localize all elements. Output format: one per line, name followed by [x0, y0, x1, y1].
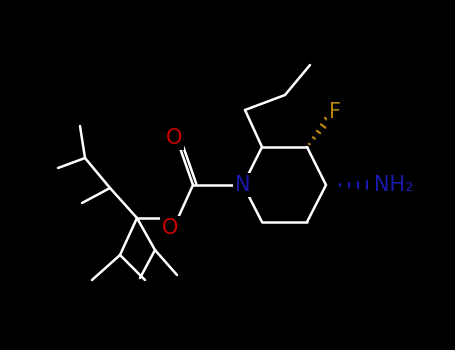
Text: O: O: [166, 128, 182, 148]
Text: NH₂: NH₂: [374, 175, 414, 195]
Text: N: N: [235, 175, 251, 195]
Text: F: F: [329, 102, 341, 122]
Text: O: O: [162, 218, 178, 238]
